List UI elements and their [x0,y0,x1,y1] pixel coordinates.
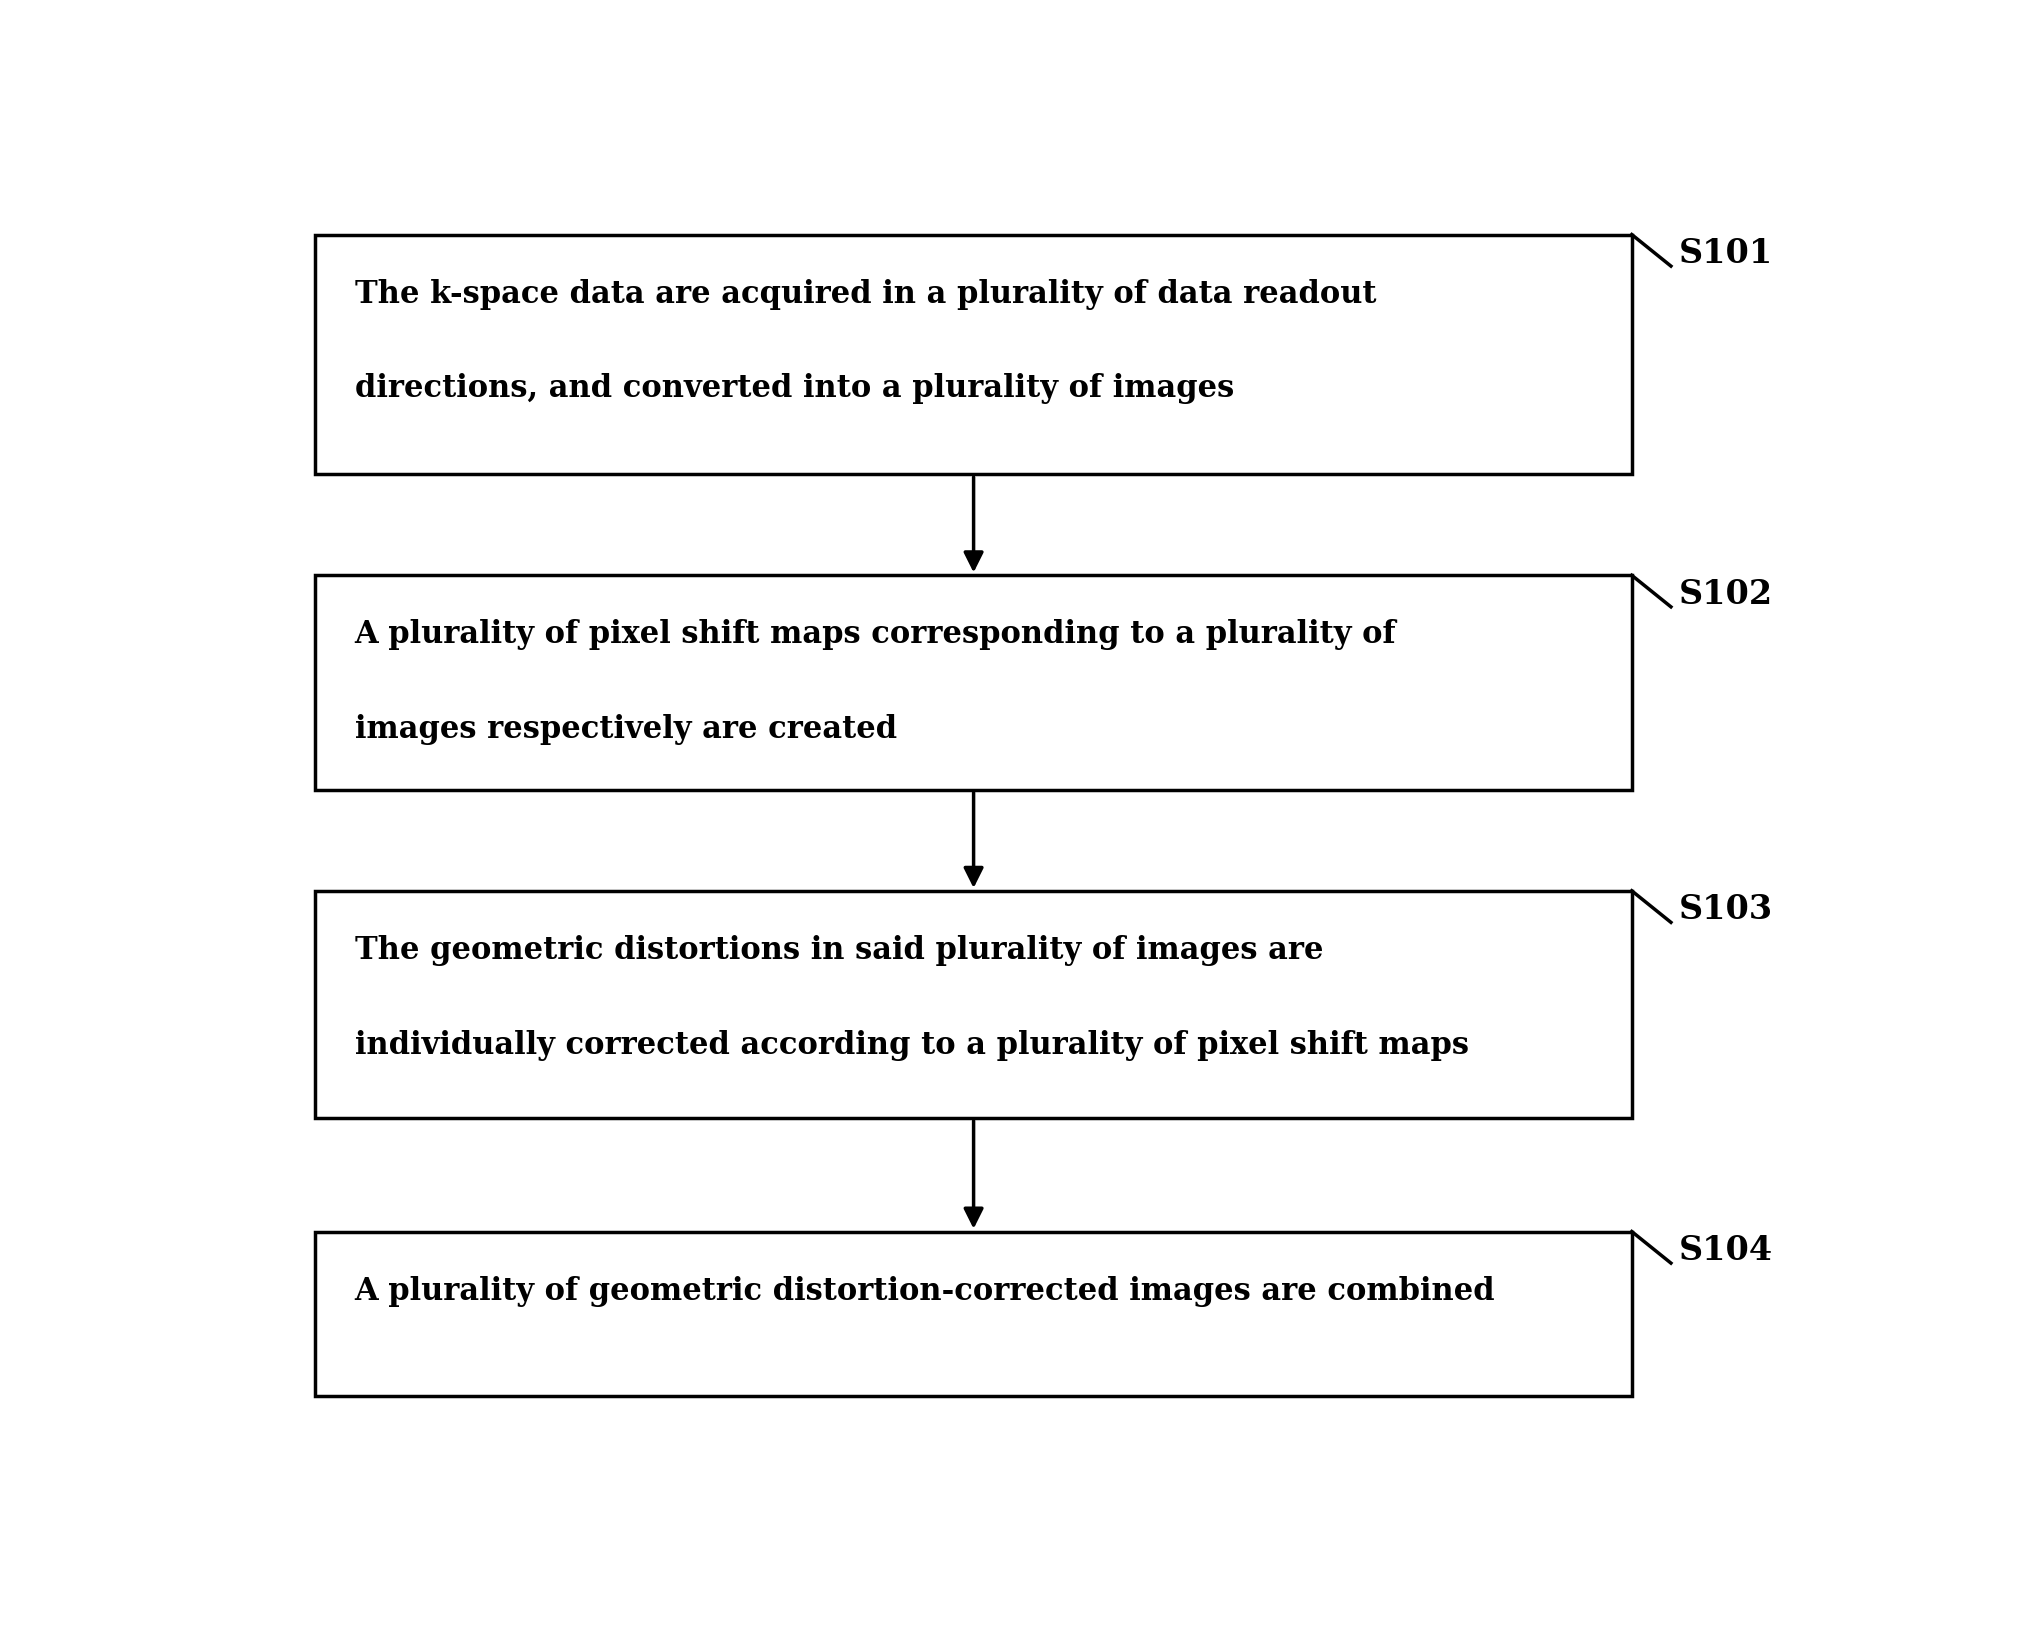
Text: individually corrected according to a plurality of pixel shift maps: individually corrected according to a pl… [354,1029,1468,1060]
Text: The geometric distortions in said plurality of images are: The geometric distortions in said plural… [354,934,1322,965]
Text: A plurality of geometric distortion-corrected images are combined: A plurality of geometric distortion-corr… [354,1275,1494,1306]
Text: S102: S102 [1678,577,1773,611]
Text: directions, and converted into a plurality of images: directions, and converted into a plurali… [354,374,1233,405]
Text: images respectively are created: images respectively are created [354,715,896,746]
Text: The k-space data are acquired in a plurality of data readout: The k-space data are acquired in a plura… [354,279,1377,310]
Bar [315,575,1632,790]
Text: S101: S101 [1678,238,1773,270]
Text: S103: S103 [1678,893,1773,926]
Bar [315,234,1632,474]
Bar [315,1231,1632,1396]
Text: S104: S104 [1678,1234,1773,1267]
Text: A plurality of pixel shift maps corresponding to a plurality of: A plurality of pixel shift maps correspo… [354,620,1397,651]
Bar [315,892,1632,1118]
